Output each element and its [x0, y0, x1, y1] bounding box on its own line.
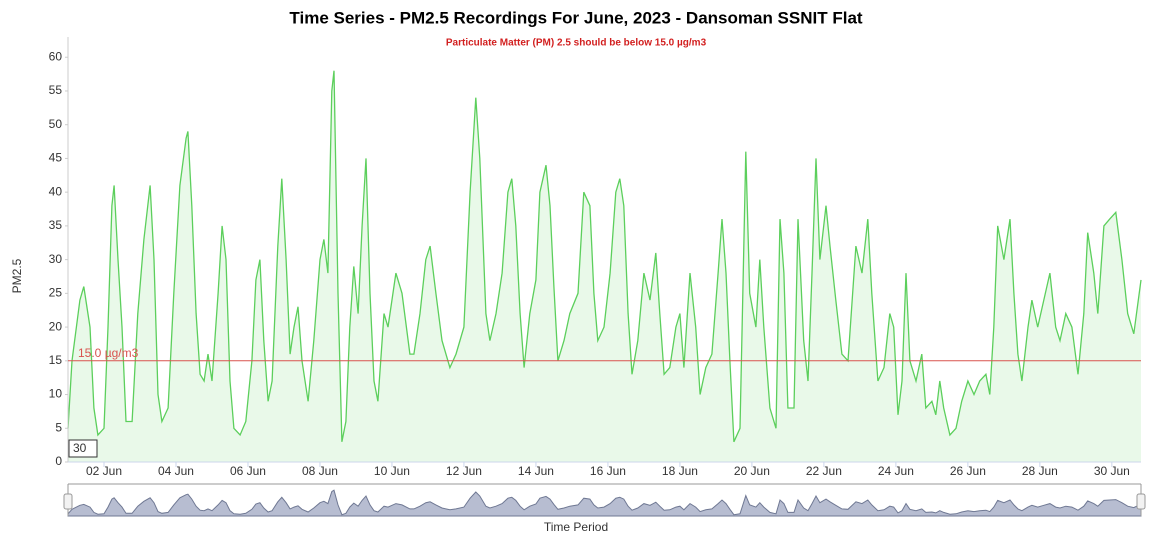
- y-tick-label: 30: [49, 252, 63, 266]
- y-tick-label: 50: [49, 117, 63, 131]
- x-tick-label: 12 Jun: [446, 464, 482, 478]
- x-tick-label: 20 Jun: [734, 464, 770, 478]
- area-fill: [68, 70, 1141, 462]
- y-axis-label: PM2.5: [10, 258, 24, 293]
- x-tick-label: 08 Jun: [302, 464, 338, 478]
- x-tick-label: 24 Jun: [878, 464, 914, 478]
- x-tick-label: 06 Jun: [230, 464, 266, 478]
- x-tick-label: 26 Jun: [950, 464, 986, 478]
- navigator-series: [67, 489, 1142, 517]
- x-tick-label: 02 Jun: [86, 464, 122, 478]
- range-input: 30: [73, 441, 87, 455]
- x-tick-label: 14 Jun: [518, 464, 554, 478]
- chart-subtitle: Particulate Matter (PM) 2.5 should be be…: [446, 38, 707, 49]
- x-tick-label: 30 Jun: [1094, 464, 1130, 478]
- navigator-handle[interactable]: [1136, 493, 1146, 510]
- threshold-label: 15.0 µg/m3: [78, 346, 139, 360]
- navigator-handle[interactable]: [63, 493, 73, 510]
- y-tick-label: 15: [49, 353, 63, 367]
- x-tick-label: 10 Jun: [374, 464, 410, 478]
- y-tick-label: 40: [49, 184, 63, 198]
- y-tick-label: 10: [49, 387, 63, 401]
- x-axis-label: Time Period: [544, 520, 608, 534]
- x-tick-label: 22 Jun: [806, 464, 842, 478]
- x-tick-label: 16 Jun: [590, 464, 626, 478]
- y-tick-label: 0: [55, 454, 62, 468]
- y-tick-label: 55: [49, 83, 63, 97]
- y-tick-label: 45: [49, 151, 63, 165]
- series-line: [67, 70, 1142, 443]
- y-tick-label: 25: [49, 286, 63, 300]
- x-tick-label: 28 Jun: [1022, 464, 1058, 478]
- y-tick-label: 35: [49, 218, 63, 232]
- chart-title: Time Series - PM2.5 Recordings For June,…: [289, 8, 862, 27]
- y-tick-label: 5: [55, 420, 62, 434]
- x-tick-label: 04 Jun: [158, 464, 194, 478]
- x-tick-label: 18 Jun: [662, 464, 698, 478]
- range-input-box: [68, 439, 98, 458]
- y-tick-label: 20: [49, 319, 63, 333]
- y-tick-label: 60: [49, 49, 63, 63]
